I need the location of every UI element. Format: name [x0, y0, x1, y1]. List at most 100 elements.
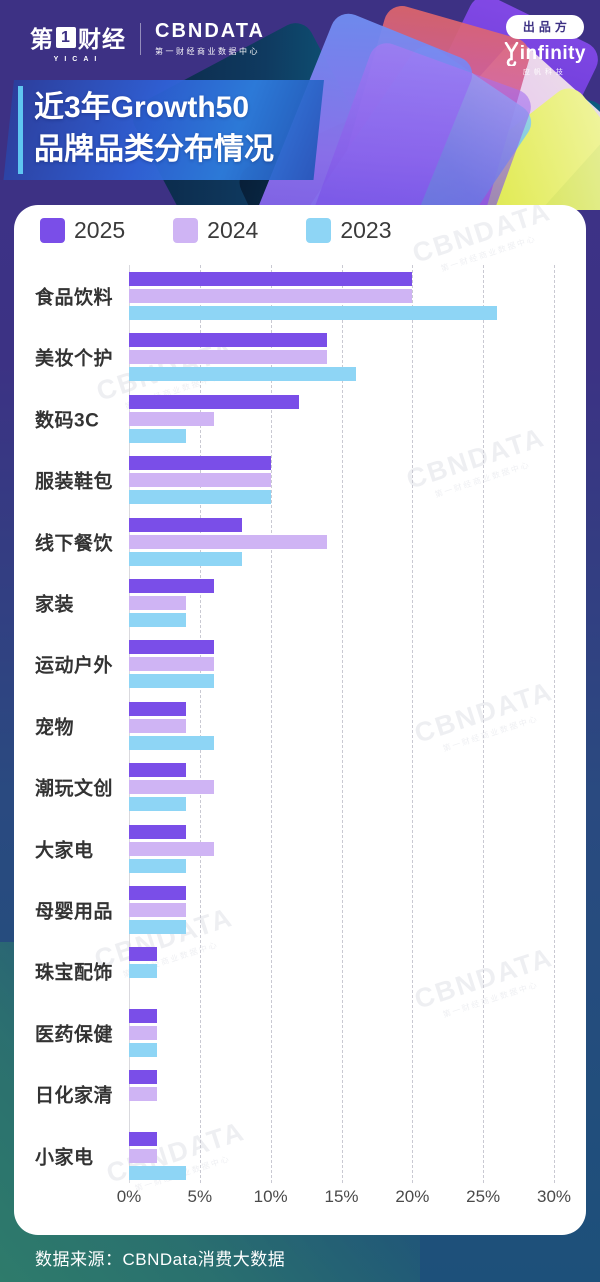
infinity-y-icon — [504, 42, 519, 66]
bar-2023-大家电 — [129, 858, 186, 873]
bar-2024-家装 — [129, 596, 186, 610]
producer-block: 出品方 infinity 应帆科技 — [504, 15, 586, 77]
bar-2025-宠物 — [129, 701, 186, 716]
category-label: 医药保健 — [35, 1024, 114, 1046]
bar-2024-小家电 — [129, 1148, 158, 1163]
category-label: 宠物 — [35, 717, 75, 739]
gridline — [412, 265, 414, 1183]
cbndata-logo-subtext: 第一财经商业数据中心 — [155, 47, 260, 56]
legend-swatch-icon — [40, 218, 65, 243]
bar-group — [129, 1131, 554, 1180]
legend-swatch-icon — [306, 218, 332, 243]
bar-2023-数码3C — [129, 428, 186, 443]
category-row-医药保健: 医药保健 — [14, 1008, 586, 1057]
logo-divider — [140, 23, 141, 55]
title-block: 近3年Growth50 品牌品类分布情况 — [3, 80, 325, 180]
page-title: 近3年Growth50 品牌品类分布情况 — [34, 87, 274, 171]
category-label: 家装 — [35, 594, 75, 616]
category-label: 线下餐饮 — [35, 533, 114, 555]
bar-2025-母婴用品 — [129, 886, 186, 900]
bar-group — [129, 1070, 554, 1118]
bar-2024-食品饮料 — [129, 289, 413, 303]
legend-label: 2025 — [74, 217, 126, 243]
bar-2023-母婴用品 — [129, 920, 186, 934]
bar-2024-大家电 — [129, 841, 214, 856]
yicai-logo: 第 1 财经 YICAI — [30, 20, 126, 63]
x-tick-label: 25% — [466, 1187, 501, 1206]
bar-2025-家装 — [129, 579, 214, 593]
category-label: 运动户外 — [35, 655, 114, 677]
legend-item-2023: 2023 — [306, 217, 392, 244]
legend-label: 2024 — [207, 217, 259, 243]
bar-2023-潮玩文创 — [129, 797, 186, 812]
bar-2025-线下餐饮 — [129, 517, 243, 532]
bar-group — [129, 394, 554, 443]
data-source-note: 数据来源：CBNData消费大数据 — [35, 1250, 286, 1269]
legend-item-2024: 2024 — [173, 217, 258, 244]
page-title-line1: 近3年Growth50 — [34, 91, 250, 124]
category-row-潮玩文创: 潮玩文创 — [14, 763, 586, 812]
bar-2024-母婴用品 — [129, 903, 186, 917]
yicai-logo-suffix: 财经 — [78, 26, 126, 52]
bar-group — [129, 1008, 554, 1057]
bar-group — [129, 947, 554, 995]
cbndata-logo-text: CBNDATA — [155, 20, 265, 42]
bar-2024-数码3C — [129, 411, 214, 426]
category-label: 日化家清 — [35, 1085, 114, 1107]
bar-2024-潮玩文创 — [129, 780, 214, 795]
bar-group — [129, 763, 554, 812]
bar-2025-大家电 — [129, 824, 186, 839]
category-row-运动户外: 运动户外 — [14, 640, 586, 689]
gridline — [341, 265, 343, 1183]
gridline — [554, 265, 555, 1183]
yicai-logo-prefix: 第 — [30, 26, 54, 52]
bar-2024-日化家清 — [129, 1087, 158, 1102]
category-row-线下餐饮: 线下餐饮 — [14, 517, 586, 566]
bar-group — [129, 886, 554, 934]
bar-2024-医药保健 — [129, 1025, 158, 1040]
bar-2023-家装 — [129, 613, 186, 627]
bar-2025-美妆个护 — [129, 333, 328, 348]
category-label: 潮玩文创 — [35, 778, 114, 800]
bar-2023-小家电 — [129, 1165, 186, 1180]
category-label: 数码3C — [35, 410, 100, 432]
bar-2024-宠物 — [129, 718, 186, 733]
bar-2023-服装鞋包 — [129, 490, 271, 505]
title-accent-bar — [18, 86, 23, 174]
category-label: 小家电 — [35, 1147, 94, 1169]
bar-group — [129, 517, 554, 566]
bar-2025-数码3C — [129, 394, 299, 409]
bar-2025-医药保健 — [129, 1008, 158, 1023]
bar-2024-服装鞋包 — [129, 473, 271, 488]
bar-2025-潮玩文创 — [129, 763, 186, 778]
chart-legend: 2025 2024 2023 — [40, 217, 392, 244]
bar-2023-珠宝配饰 — [129, 964, 158, 979]
category-label: 珠宝配饰 — [35, 962, 114, 984]
bar-2024-运动户外 — [129, 657, 214, 672]
bar-group — [129, 701, 554, 750]
category-row-家装: 家装 — [14, 579, 586, 627]
bar-2023-运动户外 — [129, 674, 214, 689]
x-tick-label: 30% — [536, 1187, 572, 1206]
category-label: 母婴用品 — [35, 901, 114, 923]
category-row-美妆个护: 美妆个护 — [14, 333, 586, 382]
legend-label: 2023 — [340, 217, 392, 243]
bar-2023-宠物 — [129, 735, 214, 750]
category-label: 大家电 — [35, 840, 94, 862]
x-tick-label: 5% — [187, 1187, 213, 1206]
category-row-数码3C: 数码3C — [14, 394, 586, 443]
producer-subtext: 应帆科技 — [522, 69, 567, 76]
infinity-logo-text: infinity — [519, 43, 586, 64]
bar-2025-食品饮料 — [129, 272, 413, 286]
bar-2025-日化家清 — [129, 1070, 158, 1085]
page-title-line2: 品牌品类分布情况 — [34, 133, 274, 166]
gridline — [270, 265, 272, 1183]
legend-swatch-icon — [173, 218, 199, 243]
logo-row: 第 1 财经 YICAI CBNDATA 第一财经商业数据中心 — [30, 20, 265, 63]
bar-group — [129, 456, 554, 505]
category-row-日化家清: 日化家清 — [14, 1070, 586, 1118]
plot-area: 0% 5% 10% 15% 20% 25% 30% 食品饮料 美妆个护 数码3C 服装鞋包 线下餐饮家… — [14, 205, 586, 1235]
bar-2023-美妆个护 — [129, 367, 356, 382]
